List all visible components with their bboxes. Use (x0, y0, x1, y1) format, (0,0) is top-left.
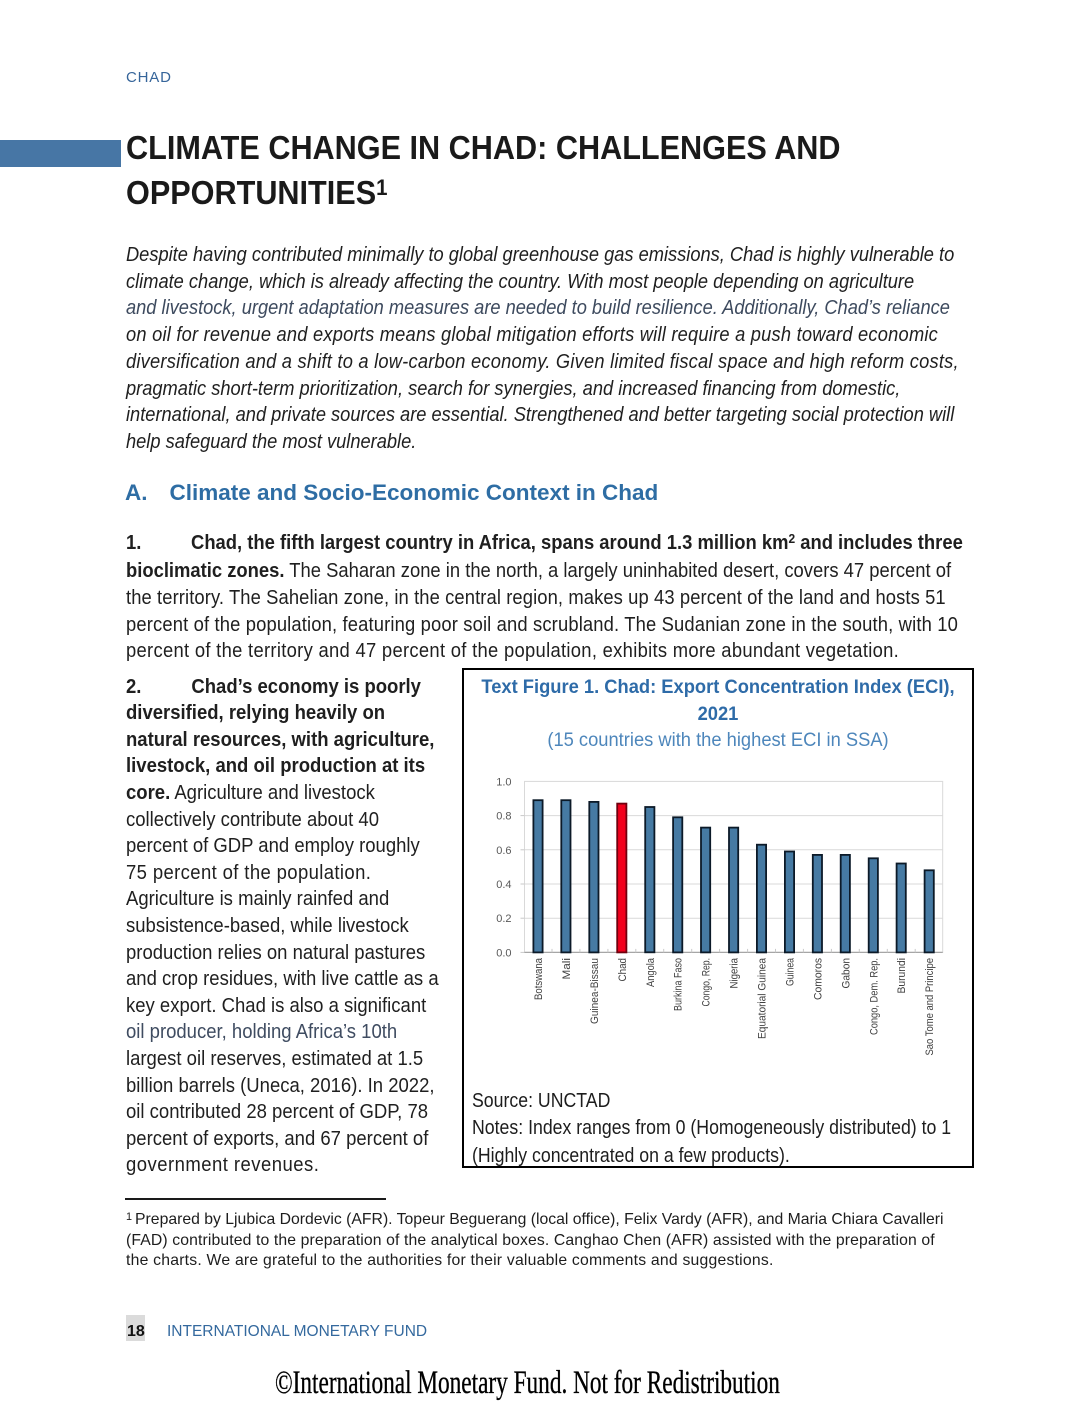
svg-text:Burkina Faso: Burkina Faso (673, 958, 685, 1011)
svg-text:Equatorial Guinea: Equatorial Guinea (757, 957, 769, 1039)
svg-text:Congo, Rep.: Congo, Rep. (701, 958, 713, 1007)
svg-text:Nigeria: Nigeria (729, 957, 741, 988)
svg-text:0.0: 0.0 (496, 947, 511, 959)
svg-text:Angola: Angola (645, 957, 657, 987)
svg-text:0.4: 0.4 (496, 879, 511, 891)
svg-text:Gabon: Gabon (840, 958, 852, 989)
svg-text:0.6: 0.6 (496, 845, 511, 857)
svg-text:Burundi: Burundi (896, 958, 908, 994)
svg-text:Sao Tome and Principe: Sao Tome and Principe (924, 958, 936, 1056)
svg-text:0.2: 0.2 (496, 913, 511, 925)
svg-text:Comoros: Comoros (812, 958, 824, 1000)
svg-text:Congo, Dem. Rep.: Congo, Dem. Rep. (868, 958, 880, 1035)
svg-text:Guinea: Guinea (784, 957, 796, 986)
svg-text:Guinea-Bissau: Guinea-Bissau (589, 958, 601, 1024)
svg-text:1.0: 1.0 (496, 776, 511, 788)
svg-text:Chad: Chad (617, 958, 629, 982)
svg-text:Mali: Mali (561, 958, 573, 980)
svg-text:0.8: 0.8 (496, 811, 511, 823)
svg-text:Botswana: Botswana (533, 957, 545, 1000)
